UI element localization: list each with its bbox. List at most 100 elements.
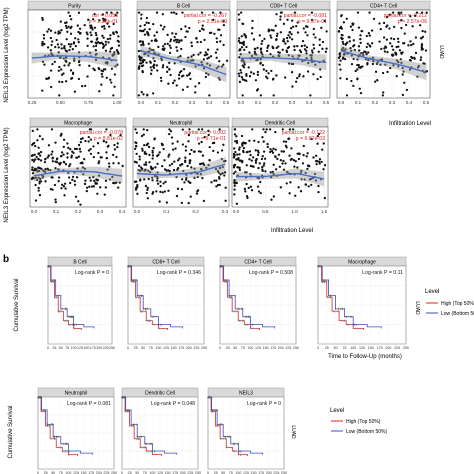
censor-mark: + xyxy=(223,434,226,439)
data-point xyxy=(37,146,40,149)
data-point xyxy=(218,128,221,131)
facet-title: NEIL3 xyxy=(239,391,253,397)
data-point xyxy=(233,188,236,191)
data-point xyxy=(163,168,167,171)
data-point xyxy=(389,66,392,70)
censor-mark: + xyxy=(132,278,135,283)
data-point xyxy=(161,13,164,16)
data-point xyxy=(232,172,236,175)
x-tick-label: 0.0 xyxy=(134,209,141,214)
censor-mark: + xyxy=(131,424,134,429)
censor-mark: + xyxy=(319,264,322,269)
correlation-annotation: p = 6.87e-03 xyxy=(296,136,325,142)
data-point xyxy=(420,37,423,40)
data-point xyxy=(78,63,81,67)
censor-mark: + xyxy=(54,278,57,283)
censor-mark: + xyxy=(58,309,61,314)
data-point xyxy=(67,11,70,14)
data-point xyxy=(252,156,255,159)
data-point xyxy=(57,69,60,72)
data-point xyxy=(189,59,192,62)
censor-mark: + xyxy=(319,264,322,269)
data-point xyxy=(62,145,65,149)
x-tick-label: 0.50 xyxy=(56,100,65,105)
censor-mark: + xyxy=(73,322,76,327)
data-point xyxy=(238,41,242,44)
censor-mark: + xyxy=(47,264,50,269)
data-point xyxy=(279,15,282,18)
data-point xyxy=(266,145,269,149)
data-point xyxy=(338,52,342,55)
data-point xyxy=(302,144,305,148)
data-point xyxy=(187,133,191,137)
data-point xyxy=(155,64,158,67)
censor-mark: + xyxy=(207,395,210,400)
censor-mark: + xyxy=(141,293,144,298)
censor-mark: + xyxy=(333,309,336,314)
data-point xyxy=(217,65,220,68)
data-point xyxy=(172,168,176,172)
data-point xyxy=(203,38,206,42)
x-tick-label: 0.4 xyxy=(119,209,126,214)
censor-mark: + xyxy=(53,434,56,439)
censor-mark: + xyxy=(140,293,143,298)
censor-mark: + xyxy=(238,318,241,323)
data-point xyxy=(50,128,54,131)
data-point xyxy=(309,54,312,57)
data-point xyxy=(350,54,353,57)
data-point xyxy=(245,79,248,82)
censor-mark: + xyxy=(138,293,141,298)
x-tick-label: 200 xyxy=(180,471,186,474)
data-point xyxy=(257,140,260,144)
censor-mark: + xyxy=(249,315,252,320)
censor-mark: + xyxy=(73,326,76,331)
censor-mark: + xyxy=(234,309,237,314)
data-point xyxy=(386,50,389,54)
data-point xyxy=(154,166,157,169)
data-point xyxy=(163,159,166,162)
data-point xyxy=(390,53,394,57)
data-point xyxy=(279,31,282,34)
data-point xyxy=(236,153,239,156)
data-point xyxy=(353,44,356,47)
data-point xyxy=(386,70,389,74)
censor-mark: + xyxy=(53,434,56,439)
data-point xyxy=(37,176,40,179)
data-point xyxy=(284,42,287,45)
censor-mark: + xyxy=(211,408,214,413)
data-point xyxy=(170,11,173,14)
data-point xyxy=(53,183,57,187)
censor-mark: + xyxy=(124,408,127,413)
data-point xyxy=(41,18,44,22)
data-point xyxy=(401,93,405,97)
data-point xyxy=(423,62,426,65)
data-point xyxy=(257,151,260,154)
censor-mark: + xyxy=(240,307,243,312)
data-point xyxy=(116,142,119,145)
x-tick-label: 200 xyxy=(186,346,192,350)
data-point xyxy=(272,172,275,176)
censor-mark: + xyxy=(224,437,227,442)
data-point xyxy=(205,166,208,170)
data-point xyxy=(304,183,307,186)
data-point xyxy=(245,164,248,167)
data-point xyxy=(238,74,241,78)
censor-mark: + xyxy=(225,437,228,442)
data-point xyxy=(31,158,34,162)
data-point xyxy=(388,27,391,30)
data-point xyxy=(117,186,120,189)
censor-mark: + xyxy=(150,442,153,447)
data-point xyxy=(259,180,262,184)
data-point xyxy=(354,69,357,73)
censor-mark: + xyxy=(215,424,218,429)
data-point xyxy=(92,155,95,159)
data-point xyxy=(41,16,44,20)
data-point xyxy=(92,18,95,21)
data-point xyxy=(298,54,301,57)
fit-line xyxy=(136,163,226,176)
data-point xyxy=(162,147,165,151)
censor-mark: + xyxy=(324,278,327,283)
x-tick-label: 0.0 xyxy=(233,209,240,214)
data-point xyxy=(147,54,150,57)
logrank-label: Log-rank P = 0.048 xyxy=(151,401,195,407)
